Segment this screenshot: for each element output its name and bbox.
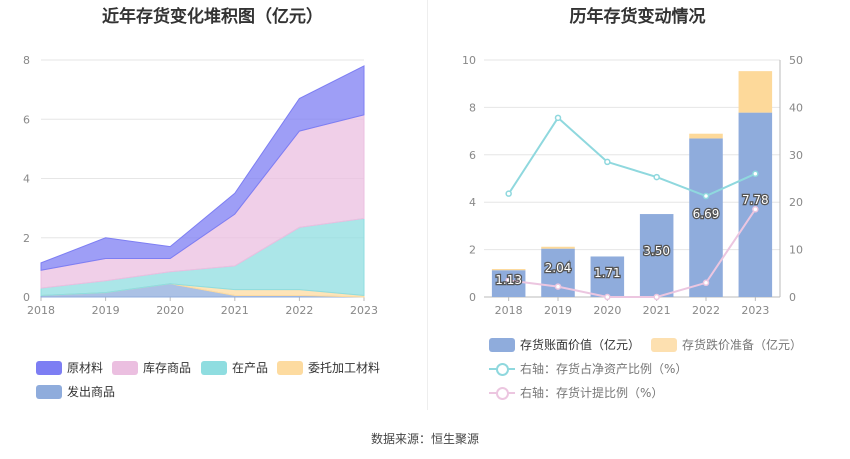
right-right-y-tick-label: 20 xyxy=(789,196,803,209)
legend-item-raw-materials[interactable]: 原材料 xyxy=(36,359,103,376)
left-y-tick-label: 2 xyxy=(23,232,30,245)
legend-swatch xyxy=(112,360,138,375)
right-left-y-tick-label: 6 xyxy=(469,149,476,162)
right-x-tick-label: 2019 xyxy=(544,304,572,317)
right-right-y-tick-label: 0 xyxy=(789,291,796,304)
bar-book-value xyxy=(639,214,674,297)
right-x-tick-label: 2022 xyxy=(692,304,720,317)
ratio-net-assets-point xyxy=(653,173,660,181)
bar-impairment xyxy=(689,133,723,139)
legend-line-swatch xyxy=(489,362,515,376)
legend-item-book-value[interactable]: 存货账面价值（亿元） xyxy=(489,336,640,353)
right-chart-title: 历年存货变动情况 xyxy=(569,7,706,27)
right-left-y-tick-label: 10 xyxy=(462,54,476,67)
bar-data-label: 1.71 xyxy=(594,266,621,280)
legend-swatch xyxy=(201,360,227,375)
legend-swatch xyxy=(651,337,677,352)
legend-item-consigned-materials[interactable]: 委托加工材料 xyxy=(277,359,380,376)
provision-ratio-point xyxy=(505,277,512,284)
ratio-net-assets-point xyxy=(505,190,512,197)
right-right-y-tick-label: 50 xyxy=(789,54,803,67)
provision-ratio-point xyxy=(702,279,710,287)
legend-item-impairment[interactable]: 存货跌价准备（亿元） xyxy=(651,336,802,353)
right-right-y-tick-label: 40 xyxy=(789,101,803,114)
legend-label: 存货跌价准备（亿元） xyxy=(682,338,803,352)
left-x-tick-label: 2019 xyxy=(92,304,120,317)
right-left-y-tick-label: 0 xyxy=(469,291,476,304)
bar-data-label: 2.04 xyxy=(545,261,572,275)
legend-item-finished-goods[interactable]: 库存商品 xyxy=(112,359,191,376)
bar-impairment xyxy=(491,269,526,271)
ratio-net-assets-point xyxy=(752,170,759,178)
right-x-tick-label: 2020 xyxy=(593,304,621,317)
left-x-tick-label: 2018 xyxy=(27,304,55,317)
legend-label: 原材料 xyxy=(67,361,104,375)
right-right-y-tick-label: 10 xyxy=(789,244,803,257)
legend-item-provision-ratio[interactable]: 右轴：存货计提比例（%） xyxy=(489,384,663,401)
legend-swatch xyxy=(489,337,515,352)
left-x-tick-label: 2022 xyxy=(285,304,313,317)
bar-impairment xyxy=(738,71,773,113)
legend-line-swatch xyxy=(489,386,515,400)
right-right-y-tick-label: 30 xyxy=(789,149,803,162)
legend-label: 发出商品 xyxy=(67,385,116,399)
bar-data-label: 6.69 xyxy=(693,207,720,221)
right-x-tick-label: 2018 xyxy=(495,304,523,317)
left-x-tick-label: 2023 xyxy=(350,304,378,317)
panel-divider xyxy=(427,0,428,410)
legend-label: 右轴：存货占净资产比例（%） xyxy=(520,362,688,376)
ratio-net-assets-line xyxy=(507,116,756,198)
bar-book-value xyxy=(738,112,773,297)
legend-label: 存货账面价值（亿元） xyxy=(520,338,641,352)
legend-label: 右轴：存货计提比例（%） xyxy=(520,386,664,400)
legend-item-goods-shipped[interactable]: 发出商品 xyxy=(36,383,115,400)
legend-swatch xyxy=(36,360,62,375)
legend-label: 在产品 xyxy=(232,361,269,375)
left-x-tick-label: 2021 xyxy=(221,304,249,317)
provision-ratio-point xyxy=(752,206,759,213)
legend-label: 库存商品 xyxy=(143,361,192,375)
provision-ratio-point xyxy=(554,283,562,290)
right-x-tick-label: 2023 xyxy=(741,304,769,317)
right-x-tick-label: 2021 xyxy=(643,304,671,317)
right-left-y-tick-label: 8 xyxy=(469,101,476,114)
bar-impairment xyxy=(541,246,575,249)
provision-ratio-point xyxy=(653,293,660,301)
left-y-tick-label: 6 xyxy=(23,113,30,126)
ratio-net-assets-point xyxy=(604,158,611,166)
area-series-原材料 xyxy=(40,65,365,271)
data-source: 数据来源：恒生聚源 xyxy=(370,432,479,446)
left-x-tick-label: 2020 xyxy=(156,304,184,317)
ratio-net-assets-point xyxy=(554,114,562,122)
bar-data-label: 3.50 xyxy=(643,244,670,258)
right-left-y-tick-label: 4 xyxy=(469,196,476,209)
bar-book-value xyxy=(590,256,625,297)
legend-label: 委托加工材料 xyxy=(308,361,381,375)
left-y-tick-label: 4 xyxy=(23,173,30,186)
left-chart-title: 近年存货变化堆积图（亿元） xyxy=(102,7,323,27)
provision-ratio-point xyxy=(604,293,611,301)
legend-item-work-in-progress[interactable]: 在产品 xyxy=(201,359,268,376)
legend-swatch xyxy=(277,360,303,375)
ratio-net-assets-point xyxy=(702,192,710,200)
bar-book-value xyxy=(689,138,723,297)
right-left-y-tick-label: 2 xyxy=(469,244,476,257)
bar-data-label: 7.78 xyxy=(742,193,769,207)
provision-ratio-line xyxy=(508,208,757,298)
left-y-tick-label: 8 xyxy=(23,54,30,67)
bar-data-label: 1.13 xyxy=(495,273,522,287)
legend-swatch xyxy=(36,384,62,399)
left-y-tick-label: 0 xyxy=(23,291,30,304)
legend-item-ratio-to-net-assets[interactable]: 右轴：存货占净资产比例（%） xyxy=(489,360,687,377)
